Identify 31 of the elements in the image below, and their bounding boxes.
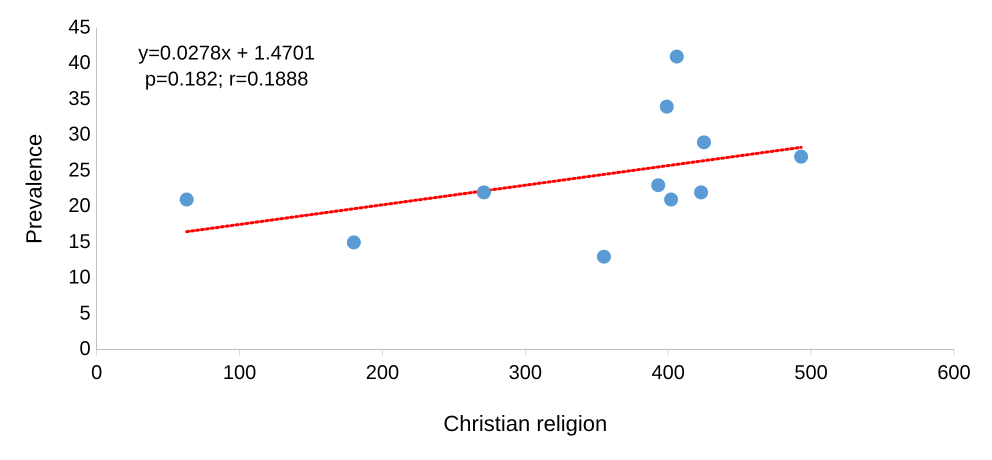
y-tick-label: 45	[68, 16, 91, 39]
y-tick-label: 15	[68, 230, 91, 253]
y-tick-label: 35	[68, 88, 91, 110]
point	[476, 185, 491, 200]
point	[664, 192, 678, 207]
point	[696, 135, 711, 150]
y-tick-label: 20	[68, 195, 91, 218]
x-tick-label: 200	[366, 362, 400, 384]
point	[651, 178, 666, 192]
y-tick-label: 5	[80, 302, 91, 324]
x-tick-label: 100	[222, 362, 256, 384]
annotation: y=0.0278x + 1.4701	[138, 42, 316, 65]
y-tick-label: 30	[68, 124, 91, 146]
point	[694, 185, 708, 200]
point	[180, 192, 194, 207]
x-tick-label: 500	[794, 362, 828, 384]
y-tick-label: 10	[68, 266, 91, 289]
point	[794, 150, 808, 164]
y-tick-label: 40	[68, 52, 91, 74]
y-axis-title: Prevalence	[21, 134, 46, 244]
x-tick-label: 400	[652, 362, 685, 384]
point	[660, 100, 674, 114]
y-tick-label: 0	[80, 338, 91, 360]
x-tick-label: 300	[508, 362, 542, 384]
point	[596, 250, 611, 264]
y-tick-label: 25	[68, 159, 91, 182]
x-axis-title: Christian religion	[443, 410, 608, 436]
x-tick-label: 600	[937, 362, 971, 384]
annotation: p=0.182; r=0.1888	[144, 68, 308, 91]
point	[346, 235, 361, 250]
point	[670, 50, 684, 64]
